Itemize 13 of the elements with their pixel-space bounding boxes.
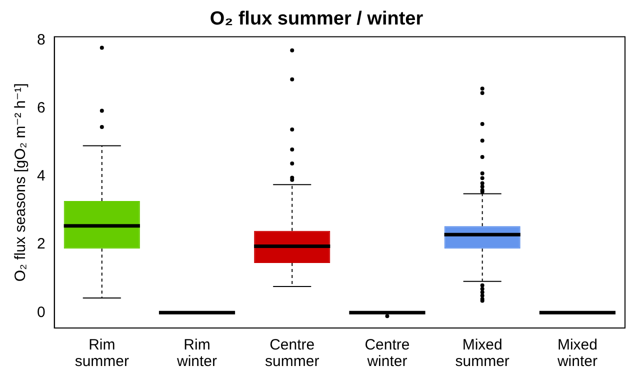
x-tick-label: Rim winter xyxy=(176,336,218,370)
x-tick-label: Centre winter xyxy=(364,336,410,370)
y-tick-label: 8 xyxy=(37,31,46,48)
y-tick-label: 4 xyxy=(37,168,46,185)
x-tick-label: Mixed summer xyxy=(455,336,510,370)
y-tick-label: 0 xyxy=(37,304,46,321)
y-tick-label: 6 xyxy=(37,99,46,116)
x-tick-label: Rim summer xyxy=(74,336,129,370)
x-tick-label: Mixed winter xyxy=(556,336,598,370)
chart-title: O₂ flux summer / winter xyxy=(210,8,424,30)
y-tick-label: 2 xyxy=(37,236,46,253)
y-axis-title: O₂ flux seasons [gO₂ m⁻² h⁻¹] xyxy=(12,83,30,282)
x-tick-label: Centre summer xyxy=(265,336,320,370)
